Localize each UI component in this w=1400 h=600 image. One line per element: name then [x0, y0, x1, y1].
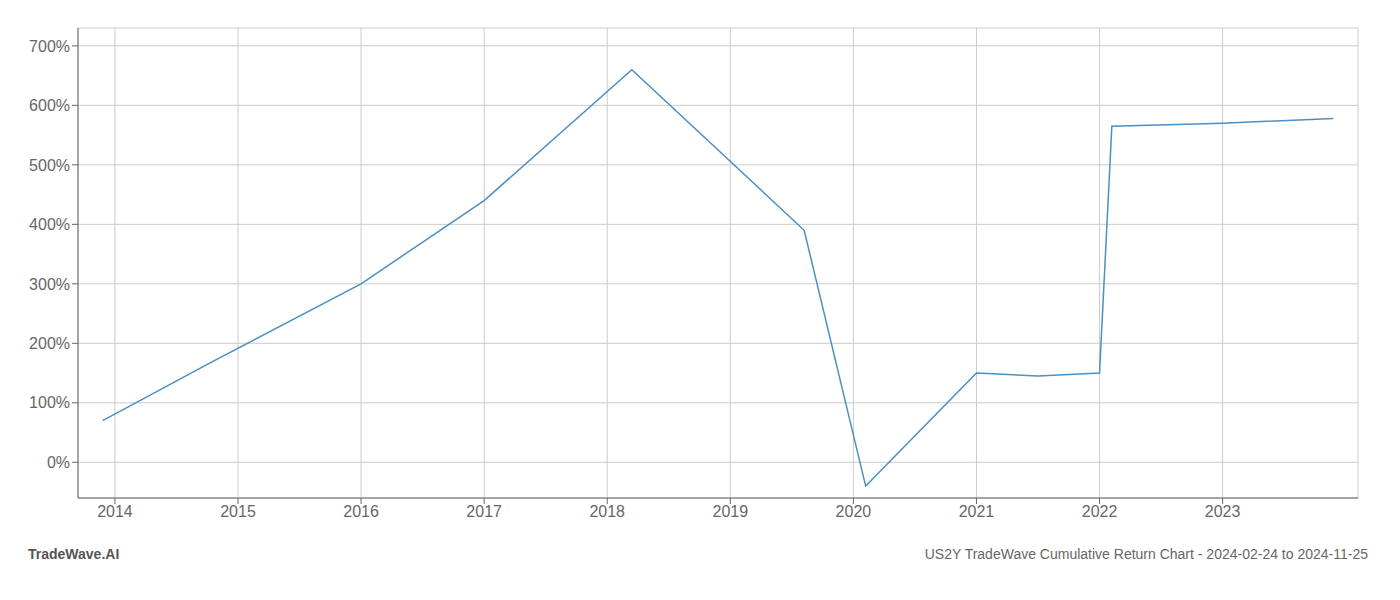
svg-text:2018: 2018	[589, 503, 625, 520]
svg-text:700%: 700%	[29, 38, 70, 55]
svg-text:600%: 600%	[29, 97, 70, 114]
svg-text:0%: 0%	[47, 454, 70, 471]
svg-text:2014: 2014	[97, 503, 133, 520]
svg-text:2022: 2022	[1082, 503, 1118, 520]
html-text:TradeWave.AI: TradeWave.AI	[28, 546, 120, 562]
svg-text:2019: 2019	[713, 503, 749, 520]
svg-text:2017: 2017	[466, 503, 502, 520]
svg-text:2023: 2023	[1205, 503, 1241, 520]
svg-text:500%: 500%	[29, 157, 70, 174]
svg-text:400%: 400%	[29, 216, 70, 233]
svg-text:100%: 100%	[29, 394, 70, 411]
svg-text:2020: 2020	[836, 503, 872, 520]
svg-text:2015: 2015	[220, 503, 256, 520]
html-text:US2Y TradeWave Cumulative Retu: US2Y TradeWave Cumulative Return Chart -…	[924, 546, 1368, 562]
svg-text:200%: 200%	[29, 335, 70, 352]
svg-text:2021: 2021	[959, 503, 995, 520]
svg-text:2016: 2016	[343, 503, 379, 520]
svg-text:300%: 300%	[29, 276, 70, 293]
